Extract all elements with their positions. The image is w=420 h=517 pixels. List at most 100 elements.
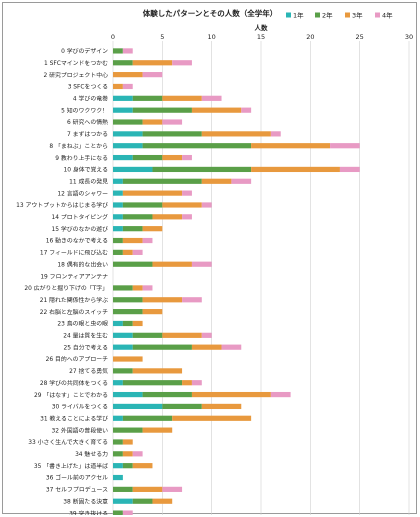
bar-segment [270, 131, 281, 137]
bar-segment [231, 178, 252, 184]
category-label: 14 プロトタイピング [52, 213, 109, 221]
bar-segment [330, 143, 360, 149]
bar-segment [132, 451, 143, 457]
bar-segment [142, 226, 163, 232]
bar-segment [132, 344, 192, 350]
bar-segment [162, 332, 202, 338]
bar-segment [122, 510, 133, 515]
category-label: 33 小さく生んで大きく育てる [28, 438, 108, 446]
bar-segment [142, 297, 183, 303]
bar-segment [142, 72, 163, 78]
category-label: 35 「書き上げた」は道半ば [34, 462, 108, 470]
bar-segment [142, 143, 252, 149]
bar-segment [113, 332, 133, 338]
category-label: 15 学びのなかの遊び [52, 225, 109, 233]
legend-swatch [345, 12, 350, 18]
bar-segment [152, 261, 192, 267]
category-label: 38 断固たる決意 [63, 497, 108, 505]
legend-swatch [315, 12, 320, 18]
bar-segment [201, 131, 271, 137]
bar-segment [113, 214, 123, 220]
category-label: 2 研究プロジェクト中心 [43, 71, 108, 79]
bar-segment [142, 285, 153, 291]
category-label: 13 アウトプットからはじまる学び [16, 201, 108, 209]
bar-segment [132, 368, 183, 374]
bar-segment [182, 190, 192, 196]
bar-segment [172, 415, 252, 421]
bar-segment [113, 427, 143, 433]
bar-segment [113, 72, 143, 78]
category-label: 6 研究への情熱 [67, 118, 108, 126]
bar-segment [113, 498, 133, 504]
bar-segment [122, 214, 153, 220]
bar-segment [132, 107, 192, 113]
bar-segment [122, 463, 133, 469]
category-label: 29 「はなす」ことでわかる [34, 392, 108, 399]
category-label: 26 目的へのアプローチ [46, 355, 108, 363]
category-label: 3 SFCをつくる [68, 84, 108, 91]
bar-segment [113, 83, 123, 90]
bar-segment [191, 391, 271, 398]
legend-swatch [286, 12, 291, 18]
bar-segment [113, 202, 123, 208]
legend-label: 4年 [382, 11, 393, 20]
category-labels: 0 学びのデザイン 1 SFCマインドをつかむ 2 研究プロジェクト中心 3 SFCを… [16, 47, 108, 515]
bar-segment [172, 60, 192, 66]
bar-segment [113, 463, 123, 469]
bar-segment [113, 249, 123, 255]
bar-segment [113, 403, 163, 410]
category-label: 39 突き抜ける [69, 509, 108, 515]
category-label: 9 教わり上手になる [55, 154, 108, 162]
category-label: 7 まずはつかる [67, 130, 108, 138]
bar-segment [122, 451, 133, 457]
bar-segment [113, 154, 133, 161]
bar-segment [122, 83, 133, 90]
bar-segment [113, 344, 133, 350]
category-label: 18 偶有的な出会い [57, 260, 108, 268]
bar-segment [122, 415, 173, 421]
x-tick-label: 10 [208, 33, 216, 41]
bar-segment [152, 214, 183, 220]
category-label: 16 動きのなかで考える [46, 237, 108, 245]
bar-segment [113, 119, 143, 125]
category-label: 25 自分で考える [63, 343, 108, 351]
bar-segment [122, 439, 133, 445]
category-label: 4 学びの竜巻 [73, 95, 108, 103]
bar-segment [241, 107, 252, 113]
bar-segment [113, 368, 133, 374]
category-label: 10 身体で覚える [63, 166, 108, 174]
bar-segment [191, 380, 202, 386]
bar-segment [201, 95, 222, 101]
bar-segment [132, 95, 163, 101]
bar-segment [142, 237, 153, 244]
bar-segment [113, 143, 143, 149]
category-label: 0 学びのデザイン [61, 47, 108, 55]
legend-swatch [375, 12, 380, 18]
bar-segment [113, 95, 133, 101]
stacked-bar-chart: 体験したパターンとその人数（全学年） 人数 1年 2年 3年 4年 0 5 10 15 20 2… [16, 8, 413, 515]
bar-segment [132, 249, 143, 255]
bar-segment [113, 297, 143, 303]
bar-segment [201, 332, 212, 338]
category-label: 37 セルフプロデュース [46, 486, 108, 494]
bar-segment [113, 107, 133, 113]
bar-segment [162, 154, 183, 161]
category-label: 24 量は質を生む [63, 332, 108, 340]
category-label: 20 広がりと掘り下げの「T字」 [24, 284, 108, 292]
bar-segment [162, 119, 183, 125]
bar-segment [113, 474, 123, 481]
bar-segment [152, 498, 173, 504]
bar-segment [132, 154, 163, 161]
bar-segment [191, 344, 222, 350]
category-label: 31 教えることによる学び [40, 414, 108, 422]
category-label: 1 SFCマインドをつかむ [44, 60, 108, 67]
bar-segment [132, 60, 173, 66]
bar-segment [122, 320, 133, 327]
bar-segment [339, 166, 360, 173]
bar-segment [162, 403, 202, 410]
legend-label: 2年 [322, 11, 333, 20]
x-tick-label: 15 [257, 33, 265, 41]
bar-segment [162, 486, 183, 492]
category-label: 19 フロンティアアンテナ [40, 273, 108, 280]
bar-segment [113, 356, 143, 362]
